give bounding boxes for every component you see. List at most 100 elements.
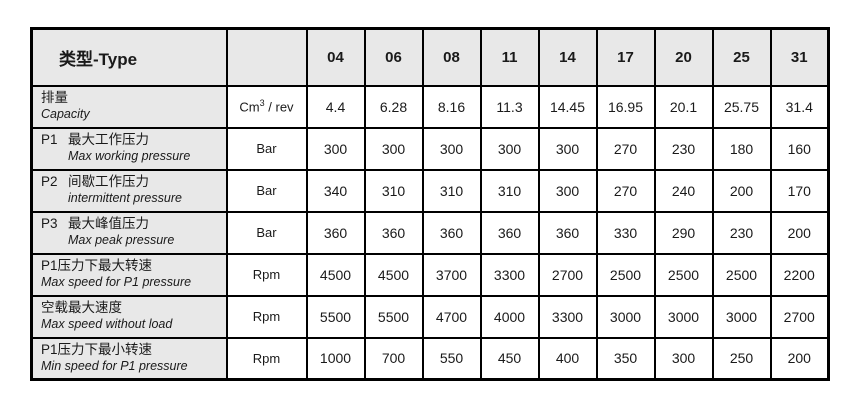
unit-cell: Rpm xyxy=(225,252,308,297)
row-label-zh: 排量 xyxy=(41,90,220,107)
value-cell: 2500 xyxy=(711,252,772,297)
model-column-header: 04 xyxy=(305,27,366,87)
row-label-zh: P2 间歇工作压力 xyxy=(41,174,220,191)
value-cell: 2700 xyxy=(769,294,830,339)
row-label-prefix: P3 xyxy=(41,216,58,232)
value-cell: 5500 xyxy=(363,294,424,339)
value-cell: 180 xyxy=(711,126,772,171)
value-cell: 230 xyxy=(711,210,772,255)
value-cell: 340 xyxy=(305,168,366,213)
value-cell: 310 xyxy=(421,168,482,213)
unit-cell: Bar xyxy=(225,168,308,213)
row-label-cell: P2 间歇工作压力 intermittent pressure xyxy=(30,168,228,213)
model-column-header: 31 xyxy=(769,27,830,87)
unit-cell: Bar xyxy=(225,126,308,171)
value-cell: 31.4 xyxy=(769,84,830,129)
row-label-en: Max speed without load xyxy=(41,317,173,332)
table-row: 排量 Capacity Cm3 / rev 4.4 6.28 8.16 11.3 14.45 1… xyxy=(30,84,830,129)
value-cell: 250 xyxy=(711,336,772,381)
value-cell: 3000 xyxy=(711,294,772,339)
value-cell: 300 xyxy=(537,168,598,213)
model-column-header: 20 xyxy=(653,27,714,87)
value-cell: 360 xyxy=(537,210,598,255)
row-label-en: Min speed for P1 pressure xyxy=(41,358,188,373)
value-cell: 360 xyxy=(305,210,366,255)
value-cell: 240 xyxy=(653,168,714,213)
row-label-cell: P1压力下最小转速 Min speed for P1 pressure xyxy=(30,336,228,381)
value-cell: 16.95 xyxy=(595,84,656,129)
unit-cell: Rpm xyxy=(225,336,308,381)
row-label-zh: P1压力下最小转速 xyxy=(41,342,220,359)
value-cell: 2700 xyxy=(537,252,598,297)
table-header: 类型-Type 04 06 08 11 14 17 20 25 31 xyxy=(30,27,830,87)
value-cell: 350 xyxy=(595,336,656,381)
value-cell: 6.28 xyxy=(363,84,424,129)
row-label-cell: P1 最大工作压力 Max working pressure xyxy=(30,126,228,171)
pump-spec-table: 类型-Type 04 06 08 11 14 17 20 25 31 排量 Capacity Cm3… xyxy=(30,27,830,381)
row-label-prefix: P1 xyxy=(41,132,58,148)
table-row: P1 最大工作压力 Max working pressure Bar 300 300 300… xyxy=(30,126,830,171)
row-label-en: Capacity xyxy=(41,107,90,122)
header-row: 类型-Type 04 06 08 11 14 17 20 25 31 xyxy=(30,27,830,87)
value-cell: 2500 xyxy=(595,252,656,297)
value-cell: 3300 xyxy=(479,252,540,297)
value-cell: 5500 xyxy=(305,294,366,339)
unit-cell: Cm3 / rev xyxy=(225,84,308,129)
value-cell: 200 xyxy=(711,168,772,213)
row-label-zh-text: 排量 xyxy=(41,90,68,106)
row-label-zh: P3 最大峰值压力 xyxy=(41,216,220,233)
value-cell: 400 xyxy=(537,336,598,381)
type-header-cell: 类型-Type xyxy=(30,27,228,87)
value-cell: 200 xyxy=(769,336,830,381)
value-cell: 330 xyxy=(595,210,656,255)
value-cell: 20.1 xyxy=(653,84,714,129)
row-label-cell: P3 最大峰值压力 Max peak pressure xyxy=(30,210,228,255)
value-cell: 4700 xyxy=(421,294,482,339)
unit-cell: Rpm xyxy=(225,294,308,339)
row-label-zh: P1压力下最大转速 xyxy=(41,258,220,275)
model-column-header: 06 xyxy=(363,27,424,87)
value-cell: 4500 xyxy=(363,252,424,297)
value-cell: 3000 xyxy=(595,294,656,339)
row-label-cell: 排量 Capacity xyxy=(30,84,228,129)
value-cell: 360 xyxy=(363,210,424,255)
model-column-header: 08 xyxy=(421,27,482,87)
value-cell: 700 xyxy=(363,336,424,381)
value-cell: 200 xyxy=(769,210,830,255)
value-cell: 4500 xyxy=(305,252,366,297)
row-label-zh-text: P1压力下最大转速 xyxy=(41,258,153,274)
value-cell: 300 xyxy=(363,126,424,171)
superscript-3: 3 xyxy=(259,98,265,109)
row-label-cell: P1压力下最大转速 Max speed for P1 pressure xyxy=(30,252,228,297)
table-body: 排量 Capacity Cm3 / rev 4.4 6.28 8.16 11.3 14.45 1… xyxy=(30,84,830,381)
value-cell: 300 xyxy=(421,126,482,171)
value-cell: 310 xyxy=(479,168,540,213)
value-cell: 170 xyxy=(769,168,830,213)
value-cell: 360 xyxy=(421,210,482,255)
value-cell: 270 xyxy=(595,168,656,213)
row-label-en: Max speed for P1 pressure xyxy=(41,275,192,290)
model-column-header: 17 xyxy=(595,27,656,87)
value-cell: 2200 xyxy=(769,252,830,297)
value-cell: 550 xyxy=(421,336,482,381)
row-label-zh-text: 最大峰值压力 xyxy=(68,216,149,232)
value-cell: 160 xyxy=(769,126,830,171)
value-cell: 290 xyxy=(653,210,714,255)
table-row: P2 间歇工作压力 intermittent pressure Bar 340 310 31… xyxy=(30,168,830,213)
row-label-zh-text: P1压力下最小转速 xyxy=(41,342,153,357)
value-cell: 360 xyxy=(479,210,540,255)
value-cell: 11.3 xyxy=(479,84,540,129)
value-cell: 230 xyxy=(653,126,714,171)
row-label-en: intermittent pressure xyxy=(68,191,182,206)
model-column-header: 11 xyxy=(479,27,540,87)
value-cell: 450 xyxy=(479,336,540,381)
model-column-header: 14 xyxy=(537,27,598,87)
row-label-en: Max working pressure xyxy=(68,149,191,164)
row-label-zh-text: 间歇工作压力 xyxy=(68,174,149,190)
model-column-header: 25 xyxy=(711,27,772,87)
value-cell: 1000 xyxy=(305,336,366,381)
value-cell: 4000 xyxy=(479,294,540,339)
unit-cell: Bar xyxy=(225,210,308,255)
value-cell: 25.75 xyxy=(711,84,772,129)
